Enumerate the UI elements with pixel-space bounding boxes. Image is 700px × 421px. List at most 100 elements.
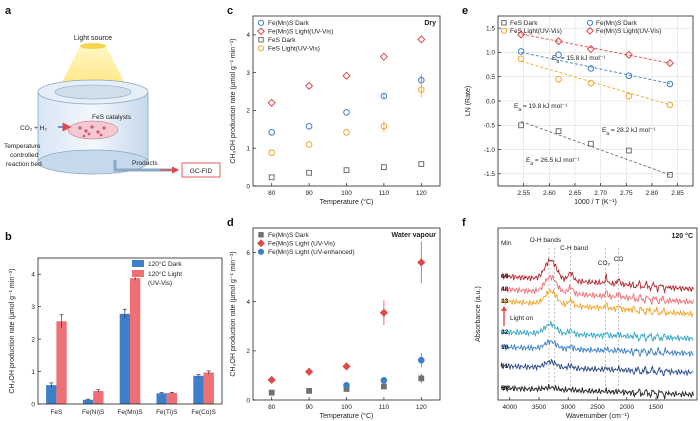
light-source-label: Light source [74,35,112,42]
data-point [587,65,595,72]
plot-d-xlabel: Temperature (°C) [320,412,374,420]
spectrum-label: 48 [501,286,509,293]
data-point [304,81,314,90]
data-point [268,389,275,396]
panel-f-xtick-label: 2000 [620,404,635,411]
panel-e-xtick-label: 2.55 [517,190,530,197]
data-point [587,79,595,87]
spectrum-trace [500,384,694,400]
bar-dark [156,393,167,404]
bed-label-1: Temperature [4,143,41,150]
fit-line [521,51,670,84]
spectrum-trace [500,274,694,306]
bar-dark [82,399,94,404]
panel-b-ytick-label: 3 [31,304,35,311]
data-point [625,147,632,154]
panel-e-xtick-label: 2.75 [620,190,633,197]
legend-marker [586,19,594,26]
gc-label: GC-FID [190,168,213,175]
outlet-pipe [113,160,176,172]
plot-d-ytick-label: 4 [246,299,250,306]
category-label: Fe(Co)S [191,409,216,416]
plot-c-ylabel: CH₃OH production rate (μmol g⁻¹ min⁻¹) [230,38,237,163]
panel-d: d 80 90 100 110 120 0 2 4 6 Temperature (°C) CH₃OH … [227,217,441,420]
legend-marker [257,45,265,52]
band-label: C-H band [560,245,588,252]
panel-e-label: e [462,5,468,17]
legend-label: Fe(Mn)S Dark [268,232,310,239]
panel-b-ylabel: CH₃OH production rate (μmol g⁻¹ min⁻¹) [9,268,16,393]
data-point [342,71,351,80]
data-point [418,161,425,167]
panel-e-ylabel: LN (Rate) [465,86,472,116]
band-label: O-H bands [530,237,562,244]
data-point [381,164,387,171]
category-label: FeS [50,409,63,416]
plot-c-xlabel: Temperature (°C) [320,198,374,206]
data-point [268,174,275,181]
fit-line [520,120,671,176]
bar-dark [119,313,130,404]
panel-b-label: b [5,231,12,243]
category-label: Fe(Mn)S [117,409,143,416]
plot-d-ytick-label: 6 [246,250,250,257]
activation-energy-label: Ea = 19.8 kJ mol⁻¹ [514,103,568,113]
panel-e-ytick-label: -0.5 [484,123,496,130]
spectrum-label: 33 [501,298,509,305]
plot-d-xtick-label: 110 [379,404,390,411]
spectrum-label: 32 [501,329,509,336]
panel-f-xlabel: Wavenumber (cm⁻¹) [566,413,629,420]
plot-d-annotation: Water vapour [392,232,437,239]
catalyst-particles [78,125,106,138]
data-point [517,55,525,63]
spectrum-trace [500,358,694,377]
data-point [665,59,675,68]
data-point [418,375,425,382]
panel-f-frame [497,227,698,401]
reactor-window [54,84,132,100]
legend-marker [258,232,264,238]
plot-c-ytick-label: 3 [246,70,250,77]
data-point [306,169,313,176]
data-point [268,129,276,136]
data-point [380,123,388,130]
data-point [418,86,425,93]
spectrum-trace [500,338,694,358]
light-source-lamp [80,43,106,49]
data-point [305,141,313,148]
data-point [518,122,524,129]
plot-c-ytick-label: 1 [246,146,250,153]
legend-label: Fe(Mn)S Light(UV-Vis) [268,29,333,36]
panel-a: a Light source CO₂ + H₂ FeS catalysts Te… [4,5,221,178]
data-point [381,383,387,390]
light-beam [62,46,124,82]
panel-f-annotation: 120 °C [672,232,693,240]
minutes-header: Min [501,240,512,247]
data-point [268,149,276,157]
data-point [555,75,562,83]
panel-e-xtick-label: 2.80 [646,190,659,197]
data-point [625,92,633,100]
spectrum-label: 64 [501,273,509,280]
plot-c-ytick-label: 4 [246,32,250,39]
legend-sub: (UV-Vis) [148,280,172,287]
panel-f-xtick-label: 2500 [590,404,605,411]
data-point [555,128,562,135]
activation-energy-label: Ea = 26.5 kJ mol⁻¹ [526,157,580,167]
gc-box [181,162,221,178]
spectrum-label: 16 [501,344,509,351]
panel-f: f 4000 3500 3000 2500 2000 1500 Wavenumber (cm⁻… [462,217,698,420]
data-point [624,50,633,59]
data-point [379,308,389,317]
data-point [343,167,350,174]
data-point [380,377,388,384]
legend-marker [257,27,265,36]
fit-line [521,33,670,64]
data-point [586,44,595,54]
plot-c-xtick-label: 80 [268,190,276,197]
panel-f-xtick-label: 1500 [649,404,664,411]
panel-e-xtick-label: 2.85 [671,190,684,197]
bar-dark [193,375,204,404]
catalyst-label: FeS catalysts [92,114,132,121]
band-label: CO [614,256,624,263]
